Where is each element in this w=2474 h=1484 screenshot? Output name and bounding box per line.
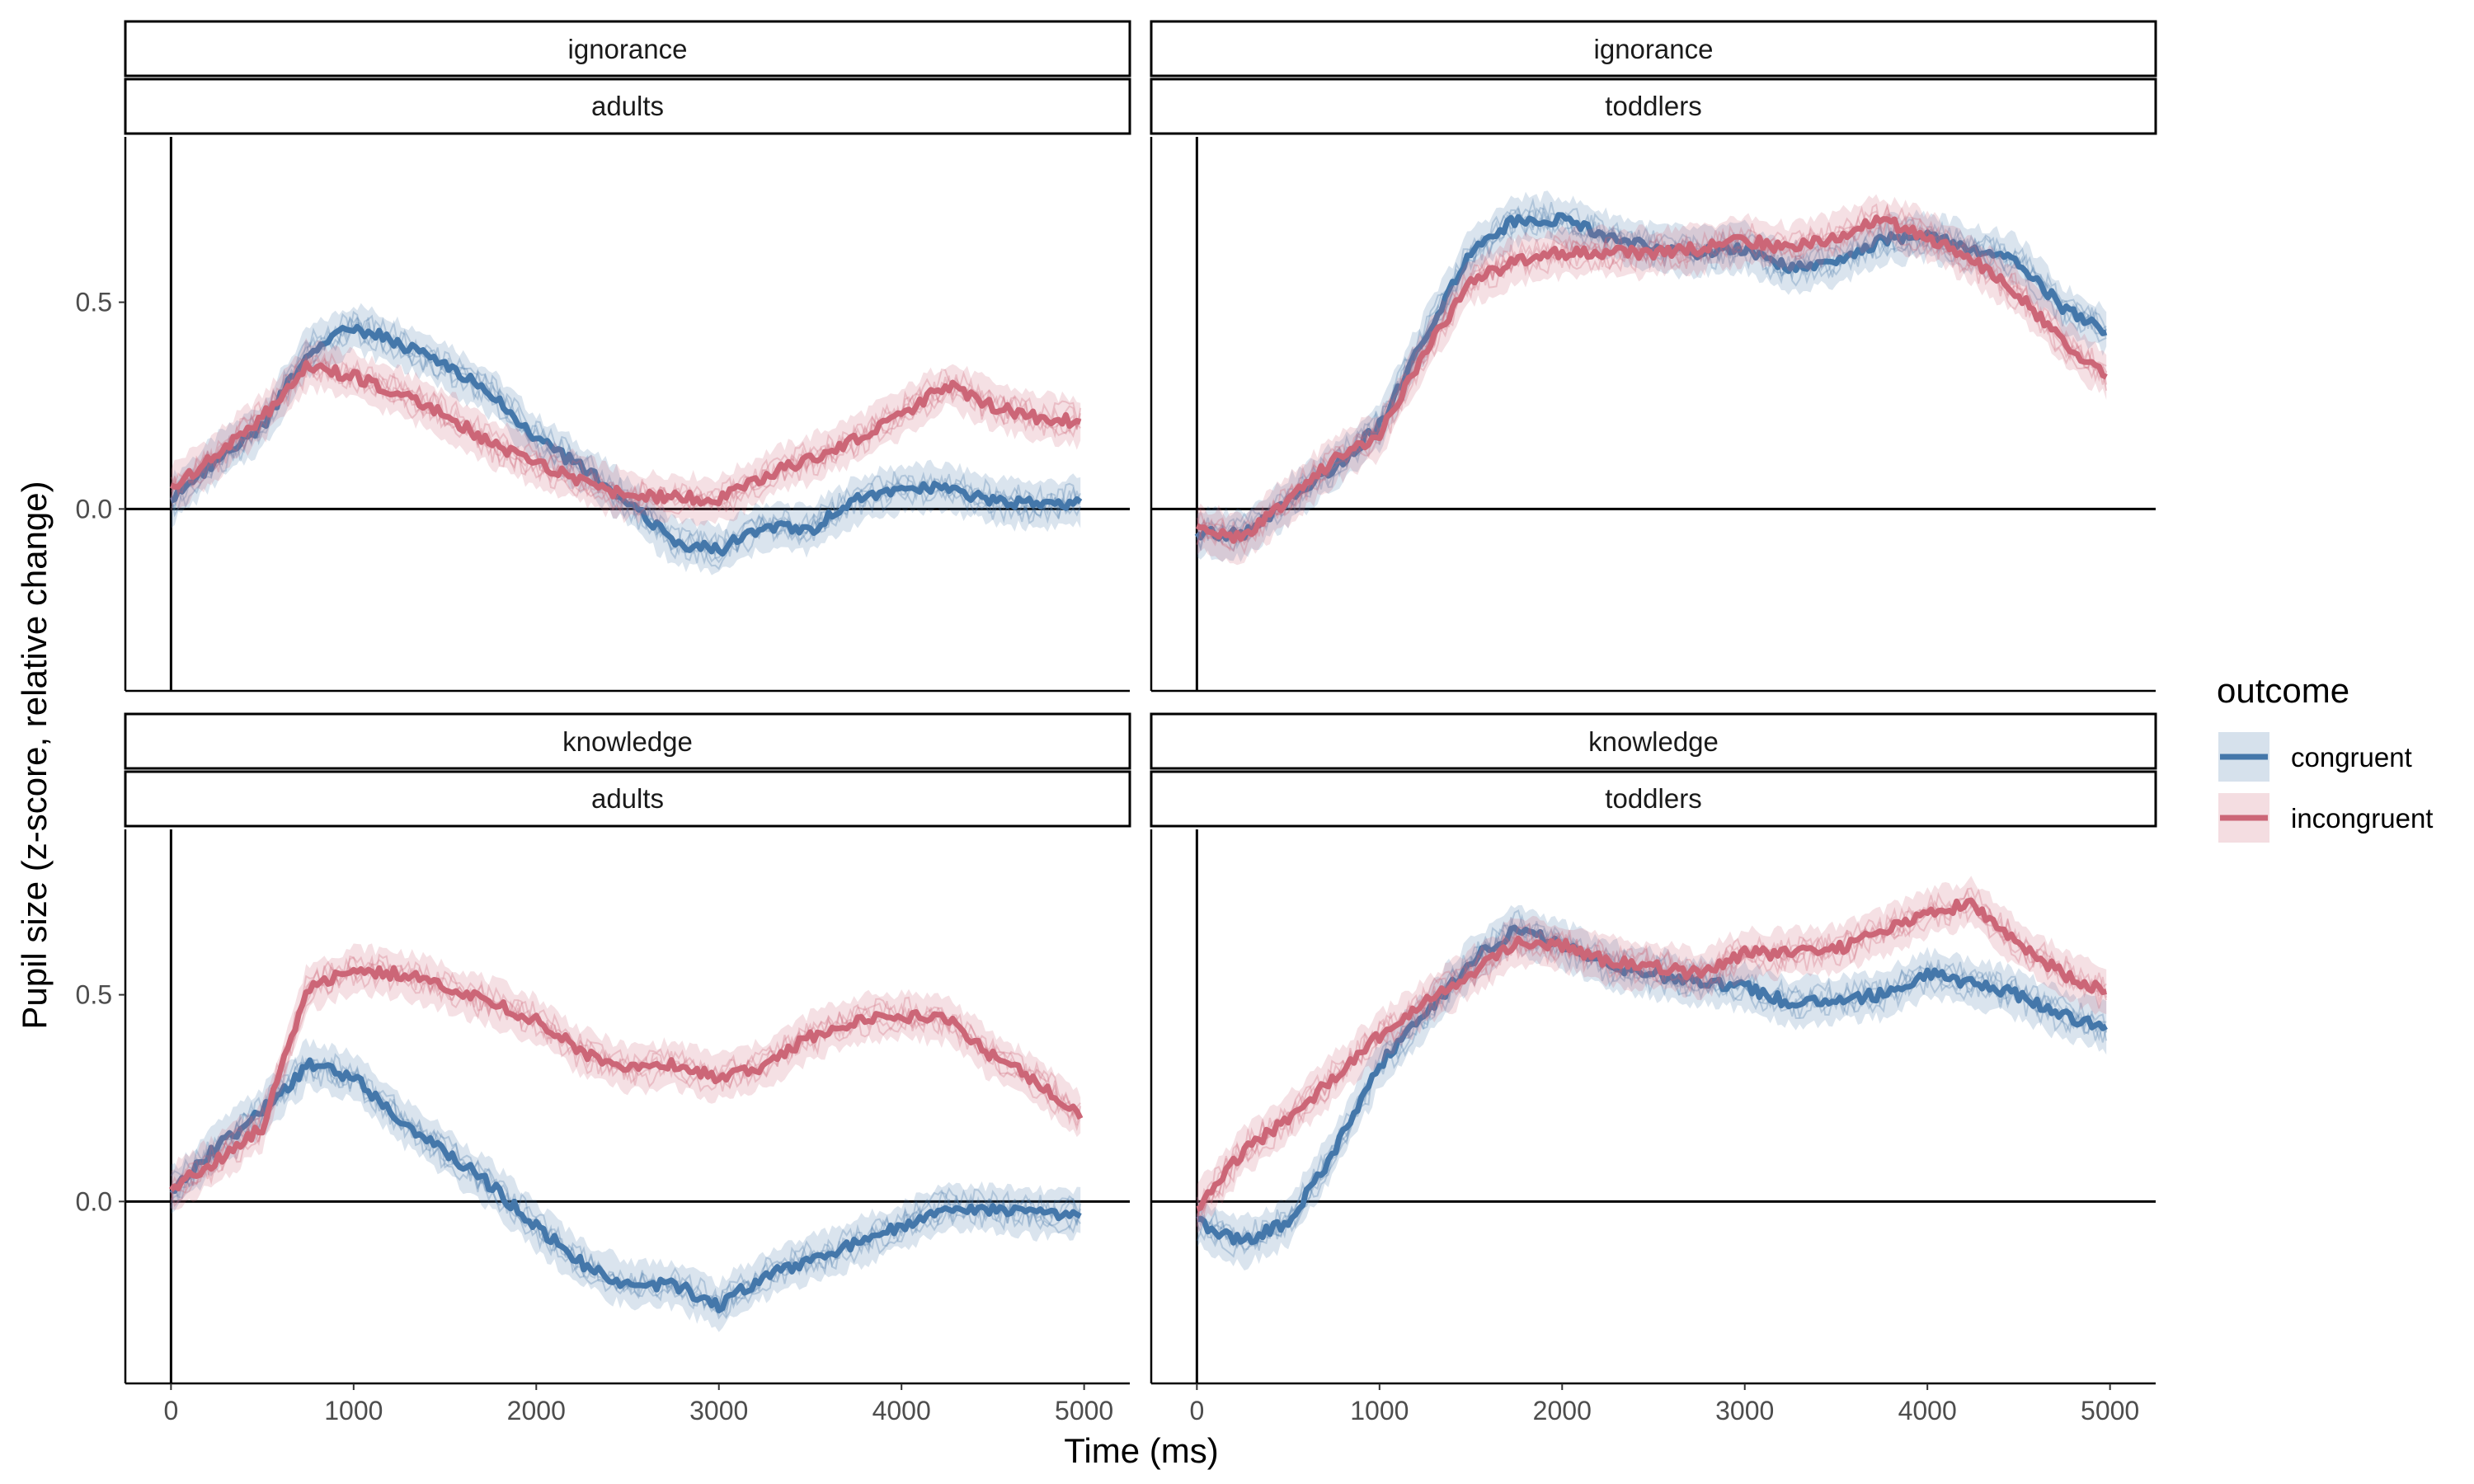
confidence-band-incongruent [1197,876,2107,1233]
confidence-band-congruent [1197,190,2107,562]
x-tick-label: 2000 [1533,1396,1592,1425]
chart-panels: ignoranceadults0.00.5ignorancetoddlerskn… [76,20,2157,1425]
confidence-band-congruent [171,1038,1081,1332]
y-axis-title: Pupil size (z-score, relative change) [15,481,54,1029]
legend-label-congruent: congruent [2291,742,2412,773]
strip-bottom-box [124,77,1131,135]
x-tick-label: 3000 [689,1396,748,1425]
x-tick-label: 3000 [1715,1396,1774,1425]
strip-label-condition: knowledge [562,726,693,757]
strip-label-group: adults [591,783,664,814]
replicate-line-congruent [1196,909,2108,1244]
replicate-line-congruent [170,323,1082,571]
replicate-line-incongruent [170,957,1082,1201]
strip-top-box [1150,712,2157,770]
legend: outcome congruent incongruent [2217,671,2433,843]
x-tick-label: 2000 [507,1396,566,1425]
x-tick-label: 0 [1189,1396,1204,1425]
strip-top-box [1150,20,2157,77]
mean-line-congruent [170,323,1083,557]
series-incongruent [168,943,1084,1210]
legend-item-congruent: congruent [2218,732,2412,782]
series-congruent [169,1038,1082,1332]
mean-line-congruent [1196,924,2108,1246]
confidence-band-incongruent [1197,194,2107,566]
x-tick-label: 1000 [1350,1396,1409,1425]
panel-knowledge-toddlers: knowledge toddlers 0 1000 2000 3000 4000 5000 [1150,712,2157,1425]
x-tick-label: 0 [163,1396,178,1425]
x-tick-label: 5000 [1055,1396,1113,1425]
strip-label-condition: ignorance [568,34,688,64]
strip-label-group: adults [591,91,664,121]
mean-line-incongruent [169,359,1082,507]
x-tick-label: 1000 [324,1396,383,1425]
x-tick-label: 4000 [1898,1396,1957,1425]
mean-line-incongruent [1195,214,2108,544]
y-tick-label: 0.0 [76,1186,112,1216]
strip-label-condition: ignorance [1594,34,1714,64]
confidence-band-congruent [171,303,1081,575]
strip-top-box [124,20,1131,77]
y-tick-label: 0.5 [76,980,112,1010]
mean-line-incongruent [168,965,1084,1192]
replicate-line-incongruent [1196,210,2108,547]
replicate-line-congruent [1196,928,2108,1258]
panel-ignorance-toddlers: ignorance toddlers [1150,20,2157,693]
series-incongruent [169,337,1082,527]
strip-bottom-box [1150,77,2157,135]
y-tick-label: 0.5 [76,288,112,317]
replicate-line-incongruent [170,960,1082,1194]
confidence-band-incongruent [171,337,1081,527]
series-incongruent [1195,194,2108,566]
replicate-line-congruent [1196,197,2107,541]
strip-label-group: toddlers [1605,91,1701,121]
x-axis-title: Time (ms) [1064,1431,1218,1470]
legend-title: outcome [2217,671,2349,710]
legend-item-incongruent: incongruent [2218,793,2433,843]
replicate-line-incongruent [170,365,1082,517]
strip-bottom-box [1150,770,2157,828]
strip-bottom-box [124,770,1131,828]
strip-label-condition: knowledge [1588,726,1719,757]
replicate-line-congruent [170,1059,1081,1320]
confidence-band-incongruent [171,943,1081,1210]
replicate-line-incongruent [170,353,1082,511]
x-tick-label: 5000 [2081,1396,2139,1425]
mean-line-incongruent [1196,897,2107,1212]
legend-label-incongruent: incongruent [2291,803,2433,834]
panel-ignorance-adults: ignorance adults 0.0 0.5 [76,20,1131,693]
panel-knowledge-adults: knowledge adults 0.0 0.5 0 1000 2000 3000 4000 50… [76,712,1131,1425]
mean-line-congruent [169,1057,1082,1313]
strip-top-box [124,712,1131,770]
strip-label-group: toddlers [1605,783,1701,814]
y-tick-label: 0.0 [76,494,112,524]
replicate-line-incongruent [170,955,1081,1187]
x-tick-label: 4000 [872,1396,931,1425]
series-incongruent [1196,876,2108,1233]
